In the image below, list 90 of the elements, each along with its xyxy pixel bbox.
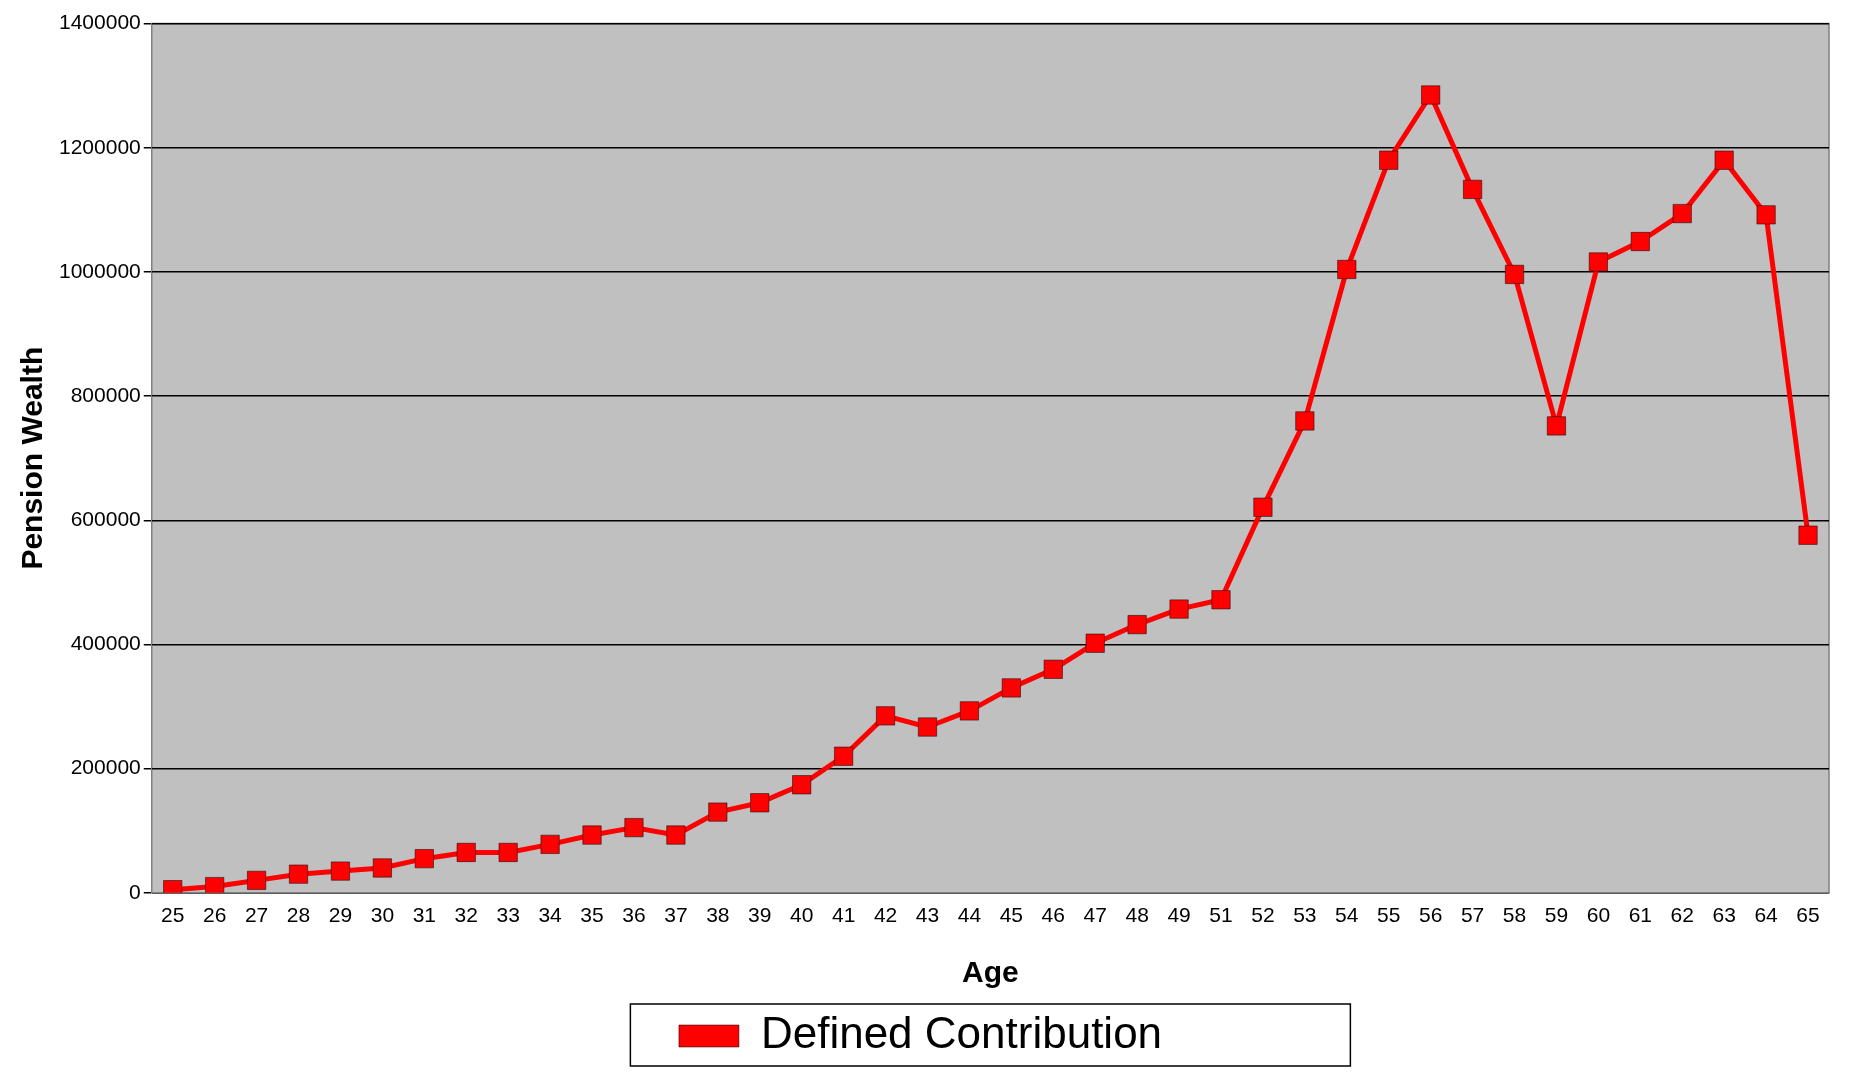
point <box>1463 179 1483 199</box>
legend-label: Defined Contribution <box>760 1008 1163 1058</box>
point <box>1253 497 1273 517</box>
x-tick-label: 59 <box>1544 903 1569 927</box>
point <box>289 864 308 884</box>
point <box>750 793 770 813</box>
x-tick-label: 28 <box>286 903 311 927</box>
point <box>414 849 434 869</box>
point <box>1043 659 1063 679</box>
point <box>1337 260 1357 279</box>
point <box>1169 599 1189 619</box>
x-tick-label: 47 <box>1083 903 1107 927</box>
y-tick-label: 1200000 <box>58 134 141 158</box>
x-tick-label: 58 <box>1502 903 1527 927</box>
x-tick-label: 38 <box>706 903 730 927</box>
x-tick-label: 46 <box>1041 903 1065 927</box>
point <box>1001 678 1021 698</box>
point <box>205 877 225 893</box>
point <box>876 706 895 726</box>
x-tick-label: 36 <box>622 903 646 927</box>
point <box>1295 411 1315 431</box>
point <box>1714 150 1734 170</box>
x-tick-label: 40 <box>790 903 814 927</box>
point <box>1672 204 1692 224</box>
x-tick-label: 52 <box>1251 903 1275 927</box>
x-tick-label: 64 <box>1754 903 1779 927</box>
y-tick-label: 600000 <box>70 507 141 531</box>
y-tick-label: 800000 <box>70 382 141 406</box>
y-tick-label: 200000 <box>70 755 141 779</box>
point <box>456 843 476 862</box>
x-tick-label: 48 <box>1125 903 1149 927</box>
x-tick-label: 44 <box>957 903 982 927</box>
point <box>498 843 518 862</box>
x-tick-label: 51 <box>1209 903 1233 927</box>
point <box>1127 615 1147 635</box>
x-tick-label: 53 <box>1293 903 1317 927</box>
x-tick-label: 42 <box>873 903 898 927</box>
point <box>959 701 979 721</box>
point <box>1421 85 1441 105</box>
x-tick-label: 49 <box>1167 903 1191 927</box>
point <box>1630 232 1650 251</box>
x-tick-label: 30 <box>370 903 395 927</box>
y-axis-title: Pension Wealth <box>15 346 49 570</box>
point <box>834 746 854 766</box>
point <box>918 717 937 737</box>
point <box>1211 590 1231 610</box>
x-tick-label: 55 <box>1377 903 1401 927</box>
x-tick-label: 29 <box>328 903 353 927</box>
x-tick-label: 45 <box>999 903 1024 927</box>
point <box>624 818 644 838</box>
x-tick-label: 63 <box>1712 903 1736 927</box>
x-tick-label: 65 <box>1796 903 1820 927</box>
x-tick-label: 31 <box>412 903 436 927</box>
x-tick-label: 62 <box>1670 903 1694 927</box>
x-tick-label: 57 <box>1460 903 1485 927</box>
point <box>1505 264 1524 284</box>
x-tick-label: 33 <box>496 903 520 927</box>
point <box>1588 252 1608 272</box>
point <box>1379 150 1399 170</box>
x-tick-label: 43 <box>915 903 940 927</box>
y-tick-label: 1400000 <box>58 10 141 34</box>
x-tick-label: 34 <box>538 903 563 927</box>
point <box>666 825 686 845</box>
point <box>247 870 267 890</box>
point <box>372 858 392 878</box>
point <box>331 861 350 881</box>
x-tick-label: 37 <box>664 903 688 927</box>
y-tick-label: 400000 <box>70 631 141 655</box>
point <box>708 802 728 822</box>
x-tick-label: 27 <box>244 903 269 927</box>
x-tick-label: 54 <box>1335 903 1359 927</box>
point <box>1798 525 1818 545</box>
point <box>540 834 560 854</box>
y-tick-label: 0 <box>129 879 141 903</box>
point <box>1547 416 1566 436</box>
x-tick-label: 32 <box>454 903 478 927</box>
point <box>1085 633 1105 653</box>
x-tick-label: 26 <box>202 903 227 927</box>
point <box>582 825 602 845</box>
x-tick-label: 41 <box>831 903 856 927</box>
x-axis-title: Age <box>962 955 1019 989</box>
x-tick-label: 39 <box>748 903 772 927</box>
point <box>792 775 812 795</box>
x-tick-label: 61 <box>1628 903 1652 927</box>
point <box>1756 205 1776 225</box>
y-tick-label: 1000000 <box>58 258 141 282</box>
x-tick-label: 35 <box>580 903 604 927</box>
x-tick-label: 60 <box>1586 903 1611 927</box>
x-tick-label: 25 <box>161 903 185 927</box>
x-tick-label: 56 <box>1418 903 1443 927</box>
